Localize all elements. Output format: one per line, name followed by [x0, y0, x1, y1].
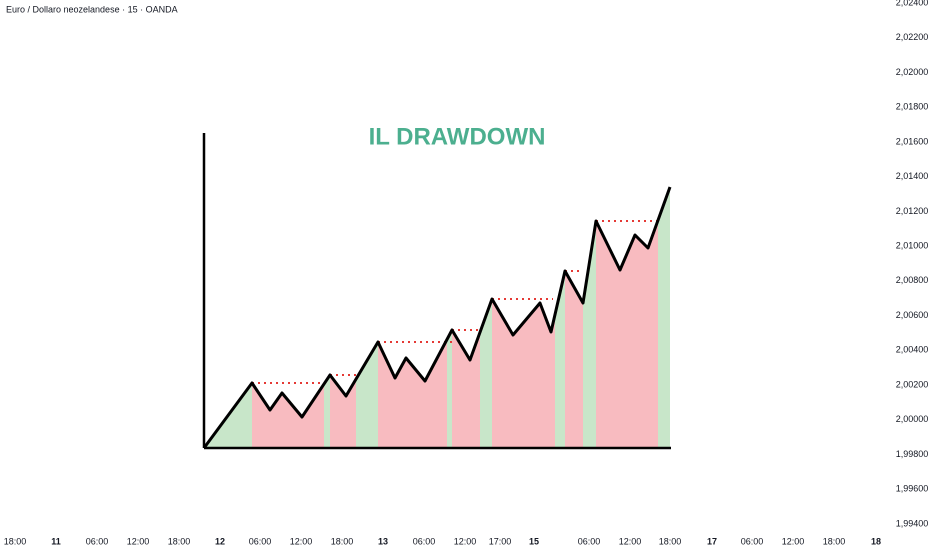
price-label: 2,01000 — [896, 240, 929, 250]
time-label: 12:00 — [454, 536, 477, 546]
price-label: 2,01400 — [896, 171, 929, 181]
price-label: 2,02400 — [896, 0, 929, 7]
time-label: 12:00 — [782, 536, 805, 546]
price-label: 2,01200 — [896, 206, 929, 216]
price-label: 1,99600 — [896, 484, 929, 494]
time-label: 12:00 — [290, 536, 313, 546]
time-label: 18:00 — [4, 536, 27, 546]
price-label: 2,02200 — [896, 32, 929, 42]
time-label: 06:00 — [249, 536, 272, 546]
price-label: 2,00800 — [896, 275, 929, 285]
price-label: 2,01800 — [896, 102, 929, 112]
price-label: 2,00600 — [896, 310, 929, 320]
peak-lines — [252, 220, 660, 384]
time-label: 13 — [378, 536, 388, 546]
chart-header-title: Euro / Dollaro neozelandese · 15 · OANDA — [6, 4, 178, 14]
price-label: 2,01600 — [896, 136, 929, 146]
time-label: 15 — [529, 536, 539, 546]
price-axis: 2,02400 2,02200 2,02000 2,01800 2,01600 2,014… — [896, 0, 929, 528]
time-axis: 18:00 11 06:00 12:00 18:00 12 06:00 12:00 18:00 1… — [4, 536, 881, 546]
price-label: 2,00000 — [896, 414, 929, 424]
equity-line — [202, 186, 672, 449]
time-label: 06:00 — [578, 536, 601, 546]
time-label: 06:00 — [741, 536, 764, 546]
price-label: 1,99800 — [896, 449, 929, 459]
time-label: 12:00 — [127, 536, 150, 546]
time-label: 12:00 — [619, 536, 642, 546]
time-label: 12 — [215, 536, 225, 546]
time-label: 18:00 — [659, 536, 682, 546]
price-label: 2,02000 — [896, 67, 929, 77]
time-label: 06:00 — [413, 536, 436, 546]
time-label: 06:00 — [86, 536, 109, 546]
time-label: 17:00 — [489, 536, 512, 546]
price-label: 2,00400 — [896, 345, 929, 355]
time-label: 18:00 — [331, 536, 354, 546]
time-label: 17 — [707, 536, 717, 546]
time-label: 18 — [871, 536, 881, 546]
price-label: 2,00200 — [896, 379, 929, 389]
drawing-title: IL DRAWDOWN — [369, 123, 546, 150]
price-label: 1,99400 — [896, 518, 929, 528]
time-label: 11 — [51, 536, 61, 546]
time-label: 18:00 — [823, 536, 846, 546]
time-label: 18:00 — [168, 536, 191, 546]
